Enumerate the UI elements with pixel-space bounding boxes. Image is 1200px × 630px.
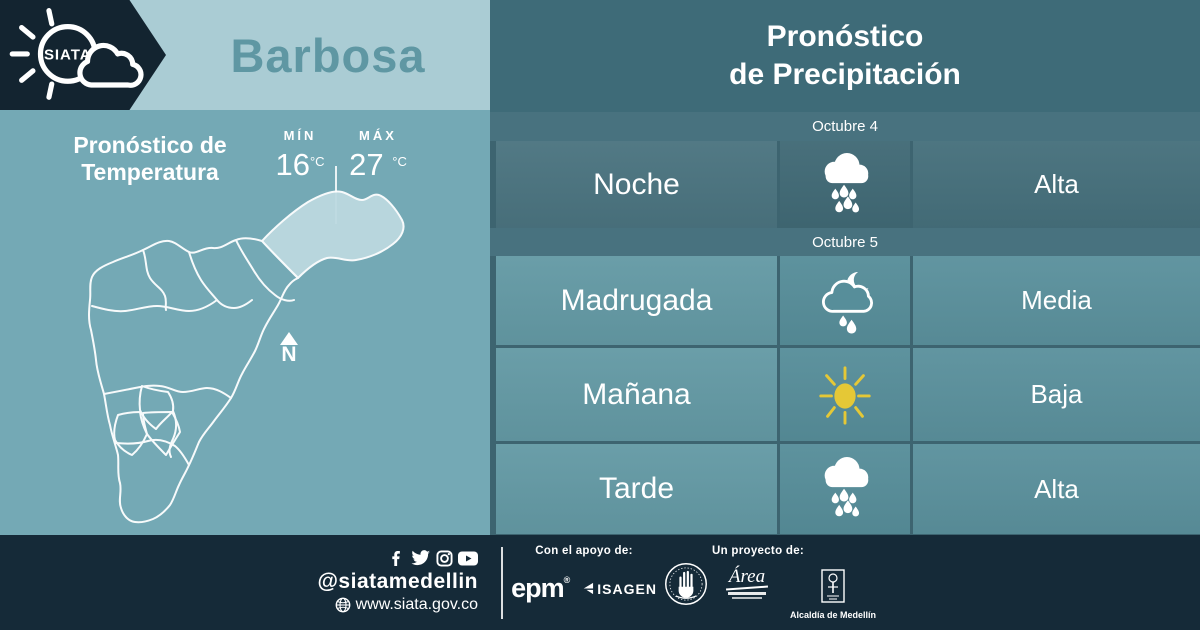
project-block: Un proyecto de: Área Alcal bbox=[712, 545, 876, 620]
sponsor-logos-row: epm® ISAGEN bbox=[511, 573, 656, 604]
precipitation-panel: Pronóstico de Precipitación Octubre 4 No… bbox=[490, 0, 1200, 535]
icon-cell bbox=[780, 348, 910, 441]
instagram-icon[interactable] bbox=[436, 549, 453, 567]
hand-icon bbox=[679, 570, 693, 588]
level-label: Alta bbox=[1034, 473, 1079, 504]
page-title-location: Barbosa bbox=[230, 28, 426, 82]
period-label: Noche bbox=[593, 167, 680, 201]
sun-icon bbox=[819, 365, 871, 425]
forecast-row-tarde: Tarde Alta bbox=[490, 444, 1200, 534]
cloud-icon bbox=[77, 42, 144, 88]
level-cell: Alta bbox=[913, 444, 1200, 534]
support-label: Con el apoyo de: bbox=[535, 545, 633, 557]
footer-bar: @siatamedellin www.siata.gov.co Con el a… bbox=[0, 535, 1200, 630]
period-cell: Mañana bbox=[496, 348, 777, 441]
rain-cloud-icon bbox=[824, 152, 869, 212]
max-value: 27 °C bbox=[349, 147, 407, 182]
period-label: Madrugada bbox=[560, 283, 713, 317]
siata-logo-text: SIATA bbox=[44, 47, 92, 64]
project-label: Un proyecto de: bbox=[712, 545, 805, 557]
level-label: Alta bbox=[1034, 169, 1079, 199]
social-handle[interactable]: @siatamedellin bbox=[317, 570, 478, 593]
website-url[interactable]: www.siata.gov.co bbox=[355, 596, 478, 613]
alcaldia-caption: Alcaldía de Medellín bbox=[790, 610, 877, 620]
isagen-logo: ISAGEN bbox=[579, 581, 657, 597]
max-temperature: MÁX 27 °C bbox=[340, 128, 416, 183]
area-metropolitana-logo: Área bbox=[725, 567, 769, 599]
siata-logo-chevron: SIATA bbox=[0, 0, 166, 110]
temperature-map-panel: Pronóstico de Temperatura MÍN 16°C MÁX 2… bbox=[0, 110, 490, 535]
moon-rain-icon bbox=[822, 271, 873, 333]
aburra-valley-map bbox=[88, 190, 405, 524]
project-logos-row: Área Alcaldía de Medellín bbox=[725, 567, 876, 620]
period-cell: Madrugada bbox=[496, 256, 777, 345]
valley-outer-boundary bbox=[88, 237, 299, 524]
location-header: SIATA Barbosa bbox=[0, 0, 490, 110]
level-cell: Media bbox=[913, 256, 1200, 345]
website-row[interactable]: www.siata.gov.co bbox=[335, 596, 478, 614]
siata-logo: SIATA bbox=[9, 8, 144, 100]
forecast-row-madrugada: Madrugada Media bbox=[490, 256, 1200, 345]
date-band-octubre-4: Octubre 4 bbox=[490, 112, 1200, 141]
level-cell: Alta bbox=[913, 141, 1200, 228]
level-label: Baja bbox=[1030, 379, 1083, 409]
north-arrow: N bbox=[272, 332, 306, 365]
social-block: @siatamedellin www.siata.gov.co bbox=[317, 549, 478, 614]
alcaldia-medellin-logo: Alcaldía de Medellín bbox=[790, 569, 876, 620]
icon-cell bbox=[780, 141, 910, 228]
period-cell: Tarde bbox=[496, 444, 777, 534]
level-cell: Baja bbox=[913, 348, 1200, 441]
min-label: MÍN bbox=[283, 128, 317, 143]
epm-logo: epm® bbox=[511, 573, 570, 603]
min-value: 16°C bbox=[275, 147, 325, 182]
period-label: Tarde bbox=[598, 472, 675, 505]
forecast-row-manana: Mañana Ba bbox=[490, 348, 1200, 441]
period-label: Mañana bbox=[582, 377, 691, 411]
min-temperature: MÍN 16°C bbox=[262, 128, 338, 183]
icon-cell bbox=[780, 444, 910, 534]
rain-cloud-icon bbox=[824, 457, 869, 517]
globe-icon bbox=[335, 597, 350, 613]
alcaldia-seal-icon bbox=[821, 569, 845, 603]
level-label: Media bbox=[1021, 285, 1092, 315]
precipitation-title: Pronóstico de Precipitación bbox=[490, 0, 1200, 112]
facebook-icon[interactable] bbox=[389, 550, 406, 567]
municipality-barbosa-highlighted bbox=[261, 190, 405, 279]
footer-divider-1 bbox=[501, 547, 503, 619]
north-arrow-icon bbox=[280, 332, 298, 345]
period-cell: Noche bbox=[496, 141, 777, 228]
isagen-mark-icon bbox=[583, 582, 594, 595]
sponsors-block: Con el apoyo de: epm® ISAGEN bbox=[511, 545, 656, 604]
social-icons-row bbox=[389, 549, 478, 567]
university-emblem-logo bbox=[663, 561, 709, 612]
date-band-octubre-5: Octubre 5 bbox=[490, 228, 1200, 256]
forecast-row-noche: Noche Alta bbox=[490, 141, 1200, 228]
north-label: N bbox=[281, 343, 297, 366]
municipality-borders bbox=[91, 239, 295, 466]
youtube-icon[interactable] bbox=[458, 551, 478, 566]
icon-cell bbox=[780, 256, 910, 345]
twitter-icon[interactable] bbox=[411, 549, 431, 567]
max-label: MÁX bbox=[359, 128, 397, 143]
temperature-title: Pronóstico de Temperatura bbox=[73, 132, 227, 185]
